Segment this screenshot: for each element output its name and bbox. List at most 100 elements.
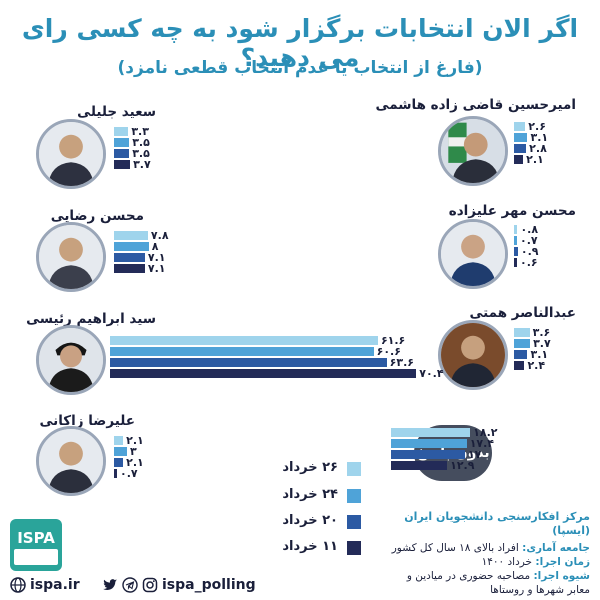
- date-value: خرداد ۱۴۰۰: [481, 556, 533, 568]
- avatar-hemmati: [438, 320, 508, 390]
- survey-org: مرکز افکارسنجی دانشجویان ایران (ایسپا): [404, 510, 590, 537]
- value-label-7-4: ۰.۷: [120, 467, 138, 480]
- bar-3-series-1: [114, 231, 148, 240]
- population-value: افراد بالای ۱۸ سال کل کشور: [391, 542, 519, 554]
- value-label-7-1: ۲.۱: [126, 434, 144, 447]
- bar-7-series-3: [114, 458, 124, 467]
- candidate-name-jalili: سعید جلیلی: [77, 104, 156, 120]
- globe-icon: [10, 577, 26, 593]
- value-label-6-2: ۳.۷: [533, 337, 551, 350]
- footer-website[interactable]: ispa.ir: [10, 573, 80, 597]
- method-label: شیوه اجرا:: [533, 570, 590, 582]
- bar-3-series-3: [114, 253, 145, 262]
- value-label-4-1: ۰.۸: [520, 223, 539, 236]
- bar-1-series-4: [114, 160, 131, 169]
- bar-5-series-3: [110, 358, 387, 367]
- value-label-2-2: ۳.۱: [530, 131, 549, 144]
- footer-social[interactable]: ispa_polling: [102, 573, 256, 597]
- bar-7-series-1: [114, 436, 124, 445]
- method-value: مصاحبه حضوری در میادین و معابر شهرها و ر…: [406, 570, 590, 596]
- legend-label-3: ۲۰ خرداد: [282, 513, 338, 528]
- value-label-3-1: ۷.۸: [150, 229, 169, 242]
- bar-1-series-3: [114, 149, 130, 158]
- candidate-name-mehralizadeh: محسن مهر علیزاده: [448, 203, 576, 219]
- avatar-rezaei: [36, 222, 106, 292]
- value-label-4-2: ۰.۷: [520, 234, 538, 247]
- legend-label-2: ۲۴ خرداد: [282, 487, 338, 502]
- avatar-mehralizadeh: [438, 219, 508, 289]
- bar-8-series-1: [391, 428, 471, 437]
- ispa-logo: ISPA: [10, 519, 62, 571]
- value-label-8-2: ۱۷.۴: [469, 437, 495, 450]
- bar-4-series-3: [514, 247, 518, 256]
- value-label-4-4: ۰.۶: [520, 256, 538, 269]
- bar-6-series-2: [514, 339, 531, 348]
- legend-label-1: ۲۶ خرداد: [282, 460, 338, 475]
- bar-6-series-3: [514, 350, 528, 359]
- person-icon: [39, 429, 103, 493]
- bar-4-series-1: [514, 225, 518, 234]
- value-label-8-4: ۱۲.۹: [450, 459, 475, 472]
- handle-text: ispa_polling: [162, 577, 256, 593]
- value-label-8-3: ۱۷: [467, 448, 482, 461]
- bar-8-series-4: [391, 461, 448, 470]
- bar-1-series-1: [114, 127, 129, 136]
- legend-swatch-2: [347, 489, 361, 503]
- bar-4-series-2: [514, 236, 518, 245]
- bar-3-series-4: [114, 264, 145, 273]
- value-label-3-4: ۷.۱: [147, 262, 166, 275]
- telegram-icon[interactable]: [122, 577, 138, 593]
- value-label-4-3: ۰.۹: [520, 245, 539, 258]
- page-title: اگر الان انتخابات برگزار شود به چه کسی ر…: [21, 14, 579, 72]
- value-label-5-4: ۷۰.۴: [419, 367, 444, 380]
- bar-1-series-2: [114, 138, 130, 147]
- person-icon: [441, 119, 505, 183]
- bar-4-series-4: [514, 258, 517, 267]
- bar-7-series-2: [114, 447, 128, 456]
- avatar-jalili: [36, 119, 106, 189]
- bar-2-series-4: [514, 155, 524, 164]
- value-label-5-3: ۶۳.۶: [389, 356, 414, 369]
- value-label-7-3: ۲.۱: [126, 456, 144, 469]
- date-label: زمان اجرا:: [535, 556, 590, 568]
- value-label-6-4: ۲.۴: [527, 359, 546, 372]
- value-label-7-2: ۳: [130, 445, 137, 458]
- legend-swatch-1: [347, 462, 361, 476]
- bar-7-series-4: [114, 469, 118, 478]
- value-label-1-4: ۳.۷: [133, 158, 151, 171]
- person-icon: [441, 323, 505, 387]
- value-label-5-1: ۶۱.۶: [380, 334, 406, 347]
- person-icon: [39, 225, 103, 289]
- bar-5-series-1: [110, 336, 378, 345]
- candidate-name-ghazizadeh: امیرحسین قاضی زاده هاشمی: [375, 97, 576, 113]
- bar-2-series-2: [514, 133, 528, 142]
- value-label-1-3: ۳.۵: [132, 147, 150, 160]
- legend-swatch-4: [347, 541, 361, 555]
- avatar-raisi: [36, 325, 106, 395]
- twitter-icon[interactable]: [102, 577, 118, 593]
- bar-8-series-3: [391, 450, 465, 459]
- bar-3-series-2: [114, 242, 149, 251]
- bar-5-series-4: [110, 369, 417, 378]
- svg-text:ISPA: ISPA: [17, 529, 55, 547]
- value-label-5-2: ۶۰.۶: [376, 345, 401, 358]
- value-label-6-3: ۳.۱: [530, 348, 549, 361]
- candidate-name-rezaei: محسن رضایی: [50, 208, 144, 224]
- bar-2-series-1: [514, 122, 526, 131]
- person-icon: [39, 328, 103, 392]
- website-text: ispa.ir: [30, 577, 80, 593]
- page-subtitle: (فارغ از انتخاب یا عدم انتخاب قطعی نامزد…: [117, 58, 483, 78]
- bar-8-series-2: [391, 439, 467, 448]
- survey-info: مرکز افکارسنجی دانشجویان ایران (ایسپا) ج…: [386, 510, 590, 597]
- bar-5-series-2: [110, 347, 374, 356]
- value-label-3-3: ۷.۱: [147, 251, 166, 264]
- bar-6-series-4: [514, 361, 525, 370]
- person-icon: [441, 222, 505, 286]
- value-label-1-1: ۳.۳: [131, 125, 149, 138]
- instagram-icon[interactable]: [142, 577, 158, 593]
- avatar-ghazizadeh: [438, 116, 508, 186]
- person-icon: [39, 122, 103, 186]
- value-label-2-4: ۲.۱: [526, 153, 544, 166]
- legend-swatch-3: [347, 515, 361, 529]
- value-label-2-3: ۲.۸: [529, 142, 547, 155]
